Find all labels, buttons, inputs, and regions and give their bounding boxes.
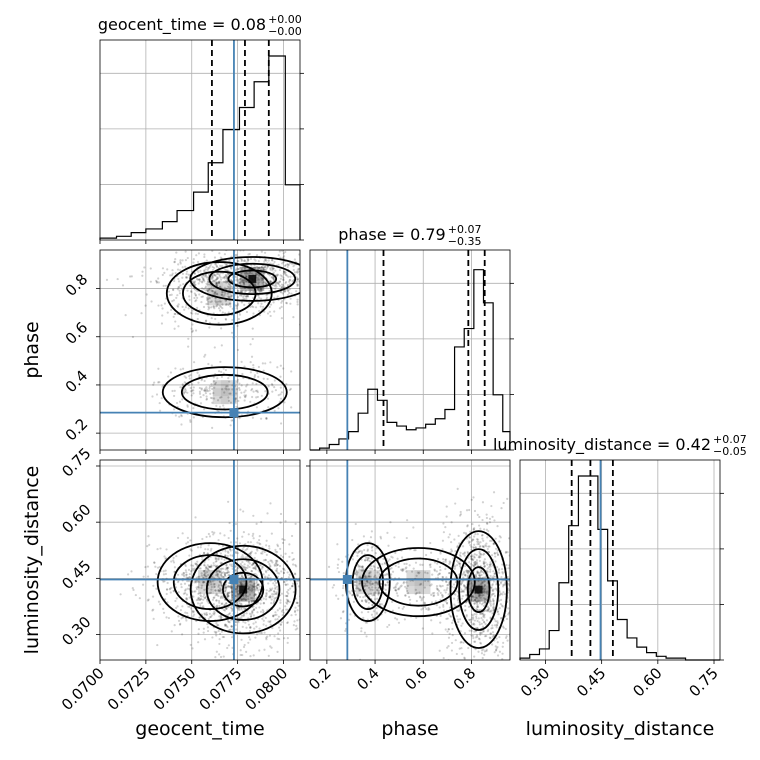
contour bbox=[189, 544, 297, 635]
title-text: phase = 0.79 bbox=[338, 225, 445, 244]
title-lower-error: −0.35 bbox=[448, 235, 482, 248]
x-axis-label-geocent_time: geocent_time bbox=[135, 718, 264, 740]
contour bbox=[156, 542, 264, 622]
contour bbox=[449, 530, 508, 649]
title-upper-error: +0.00 bbox=[268, 13, 302, 26]
y-tick-label: 0.45 bbox=[58, 557, 94, 593]
y-tick-label: 0.30 bbox=[58, 613, 94, 649]
contour bbox=[351, 554, 384, 610]
title-upper-error: +0.07 bbox=[713, 433, 747, 446]
truth-marker bbox=[342, 574, 352, 584]
axes-frame bbox=[99, 459, 301, 661]
x-tick-label: 0.60 bbox=[629, 664, 665, 700]
contour bbox=[466, 566, 491, 613]
contour bbox=[161, 366, 288, 419]
x-tick-label: 0.8 bbox=[450, 664, 480, 694]
contour bbox=[182, 270, 257, 316]
x-tick-label: 0.0800 bbox=[241, 664, 291, 714]
axes-frame bbox=[99, 39, 301, 241]
density-geocent_time-phase bbox=[161, 256, 300, 419]
x-tick-label: 0.0775 bbox=[196, 664, 246, 714]
y-tick-label: 0.75 bbox=[58, 444, 94, 480]
contour bbox=[189, 256, 300, 302]
x-axis-label-luminosity_distance: luminosity_distance bbox=[526, 718, 715, 740]
title-luminosity_distance: luminosity_distance = 0.42 +0.07−0.05 bbox=[493, 433, 747, 458]
contour bbox=[180, 373, 269, 411]
contour bbox=[458, 548, 500, 631]
title-upper-error: +0.07 bbox=[448, 223, 482, 236]
title-text: geocent_time = 0.08 bbox=[98, 15, 266, 35]
histogram-phase bbox=[310, 269, 511, 451]
density-phase-luminosity_distance bbox=[345, 530, 508, 649]
truth-marker bbox=[229, 574, 239, 584]
x-tick-label: 0.30 bbox=[517, 664, 553, 700]
y-tick-label: 0.8 bbox=[62, 270, 92, 300]
density-geocent_time-luminosity_distance bbox=[156, 542, 297, 635]
contour bbox=[208, 262, 297, 295]
y-tick-label: 0.60 bbox=[58, 500, 94, 536]
histogram-geocent_time bbox=[99, 55, 301, 240]
contour bbox=[378, 557, 459, 607]
axes-frame bbox=[99, 249, 301, 451]
x-tick-label: 0.0700 bbox=[58, 664, 108, 714]
x-tick-label: 0.6 bbox=[401, 664, 431, 694]
x-tick-label: 0.2 bbox=[305, 664, 335, 694]
axes-frame bbox=[309, 459, 511, 661]
contour bbox=[172, 554, 248, 610]
x-tick-label: 0.45 bbox=[573, 664, 609, 700]
title-lower-error: −0.05 bbox=[713, 445, 747, 458]
contour bbox=[222, 571, 265, 608]
contour bbox=[205, 558, 281, 621]
truth-marker bbox=[229, 408, 239, 418]
axes-frame bbox=[519, 459, 721, 661]
contour bbox=[361, 547, 476, 618]
axes-frame bbox=[309, 249, 511, 451]
x-tick-label: 0.0750 bbox=[150, 664, 200, 714]
title-text: luminosity_distance = 0.42 bbox=[493, 435, 711, 455]
x-tick-label: 0.4 bbox=[353, 664, 383, 694]
y-tick-label: 0.4 bbox=[62, 367, 92, 397]
contour bbox=[227, 269, 278, 289]
y-tick-label: 0.6 bbox=[62, 318, 92, 348]
x-tick-label: 0.0725 bbox=[104, 664, 154, 714]
x-tick-label: 0.75 bbox=[685, 664, 721, 700]
y-axis-label-luminosity_distance: luminosity_distance bbox=[21, 466, 43, 655]
contour bbox=[165, 261, 273, 326]
title-lower-error: −0.00 bbox=[268, 25, 302, 38]
x-axis-label-phase: phase bbox=[381, 718, 438, 740]
histogram-luminosity_distance bbox=[519, 475, 720, 661]
title-geocent_time: geocent_time = 0.08 +0.00−0.00 bbox=[98, 13, 302, 38]
y-tick-label: 0.2 bbox=[62, 415, 92, 445]
title-phase: phase = 0.79 +0.07−0.35 bbox=[338, 223, 481, 248]
y-axis-label-phase: phase bbox=[21, 321, 43, 378]
